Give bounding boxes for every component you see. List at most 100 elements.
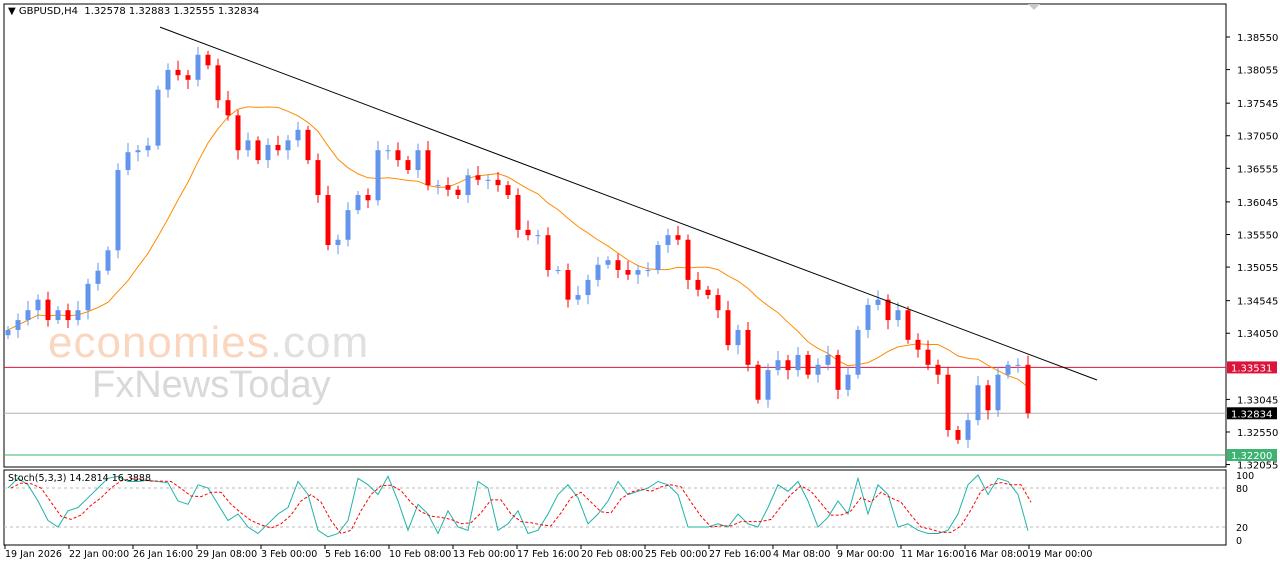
- bear-candle: [695, 279, 701, 290]
- bull-candle: [285, 140, 291, 151]
- bear-candle: [255, 140, 261, 161]
- x-tick-label: 13 Feb 00:00: [453, 549, 515, 560]
- y-tick-label: 1.32550: [1237, 428, 1278, 439]
- x-tick-label: 17 Feb 16:00: [517, 549, 579, 560]
- bear-candle: [925, 349, 931, 365]
- bull-candle: [145, 145, 151, 151]
- stoch-main-line: [7, 474, 1029, 538]
- bull-candle: [105, 250, 111, 271]
- bull-candle: [345, 210, 351, 240]
- bear-candle: [725, 310, 731, 346]
- bull-candle: [775, 360, 781, 371]
- bear-candle: [675, 235, 681, 240]
- bear-candle: [365, 194, 371, 201]
- bear-candle: [885, 299, 891, 321]
- bear-candle: [745, 329, 751, 365]
- bull-candle: [965, 420, 971, 440]
- stoch-level-label: 0: [1236, 536, 1242, 547]
- bear-candle: [65, 310, 71, 321]
- bull-candle: [385, 150, 391, 152]
- bear-candle: [305, 129, 311, 161]
- bull-candle: [35, 299, 41, 311]
- ohlc-values: 1.32578 1.32883 1.32555 1.32834: [84, 6, 260, 17]
- bear-candle: [445, 185, 451, 190]
- y-tick-label: 1.36045: [1237, 198, 1278, 209]
- bear-candle: [615, 260, 621, 271]
- bull-candle: [585, 279, 591, 296]
- bear-candle: [225, 100, 231, 116]
- bull-candle: [435, 185, 441, 187]
- bear-candle: [475, 175, 481, 180]
- y-tick-label: 1.37545: [1237, 99, 1278, 110]
- bull-candle: [575, 295, 581, 300]
- bull-candle: [75, 310, 81, 321]
- watermark-suffix: .com: [269, 318, 370, 367]
- bear-candle: [495, 179, 501, 186]
- x-tick-label: 19 Mar 00:00: [1029, 549, 1092, 560]
- x-tick-label: 27 Feb 16:00: [709, 549, 771, 560]
- bull-candle: [5, 329, 11, 336]
- bear-candle: [455, 189, 461, 195]
- bull-candle: [25, 310, 31, 321]
- bear-candle: [315, 160, 321, 195]
- bear-candle: [905, 310, 911, 340]
- bull-candle: [155, 89, 161, 146]
- main-panel: [3, 3, 1227, 468]
- bull-candle: [815, 364, 821, 375]
- chart-title: ▼ GBPUSD,H4 1.32578 1.32883 1.32555 1.32…: [8, 6, 259, 17]
- dropdown-triangle-icon[interactable]: ▼: [8, 6, 16, 17]
- bull-candle: [795, 354, 801, 371]
- bear-candle: [985, 385, 991, 411]
- bear-candle: [405, 160, 411, 170]
- bear-candle: [275, 144, 281, 151]
- bull-candle: [605, 260, 611, 265]
- bear-candle: [565, 270, 571, 300]
- bear-candle: [1025, 364, 1031, 414]
- bear-candle: [715, 295, 721, 311]
- bear-candle: [755, 364, 761, 400]
- y-tick-label: 1.36555: [1237, 164, 1278, 175]
- bear-candle: [945, 374, 951, 431]
- bear-candle: [835, 354, 841, 390]
- x-tick-label: 11 Mar 16:00: [901, 549, 964, 560]
- bull-candle: [875, 299, 881, 305]
- bear-candle: [175, 69, 181, 76]
- symbol-label: GBPUSD,H4: [18, 6, 78, 17]
- bull-candle: [355, 194, 361, 211]
- x-tick-label: 3 Feb 00:00: [261, 549, 317, 560]
- bull-candle: [465, 175, 471, 195]
- bear-candle: [525, 229, 531, 236]
- x-tick-label: 4 Mar 08:00: [773, 549, 830, 560]
- bull-candle: [15, 320, 21, 330]
- bull-candle: [635, 270, 641, 275]
- scroll-marker-icon[interactable]: [1028, 4, 1040, 10]
- bull-candle: [845, 374, 851, 390]
- y-tick-label: 1.37050: [1237, 132, 1278, 143]
- bear-candle: [515, 194, 521, 230]
- bull-candle: [855, 329, 861, 375]
- x-tick-label: 26 Jan 16:00: [133, 549, 193, 560]
- y-tick-label: 1.33045: [1237, 395, 1278, 406]
- bear-candle: [185, 75, 191, 80]
- bull-candle: [765, 370, 771, 400]
- bull-candle: [665, 235, 671, 246]
- x-tick-label: 16 Mar 08:00: [965, 549, 1028, 560]
- bull-candle: [415, 150, 421, 170]
- y-tick-label: 1.38055: [1237, 66, 1278, 77]
- bull-candle: [645, 270, 651, 272]
- x-tick-label: 25 Feb 00:00: [645, 549, 707, 560]
- bull-candle: [335, 239, 341, 246]
- bull-candle: [95, 270, 101, 284]
- bull-candle: [995, 374, 1001, 411]
- bear-candle: [625, 270, 631, 275]
- x-tick-label: 22 Jan 00:00: [69, 549, 129, 560]
- bear-candle: [545, 235, 551, 271]
- bear-candle: [935, 364, 941, 375]
- trendline: [159, 26, 1098, 381]
- bear-candle: [705, 289, 711, 296]
- bear-candle: [505, 185, 511, 195]
- bear-candle: [325, 194, 331, 246]
- bull-candle: [485, 179, 491, 181]
- bull-candle: [535, 235, 541, 237]
- watermark-brand1: economies: [48, 318, 270, 367]
